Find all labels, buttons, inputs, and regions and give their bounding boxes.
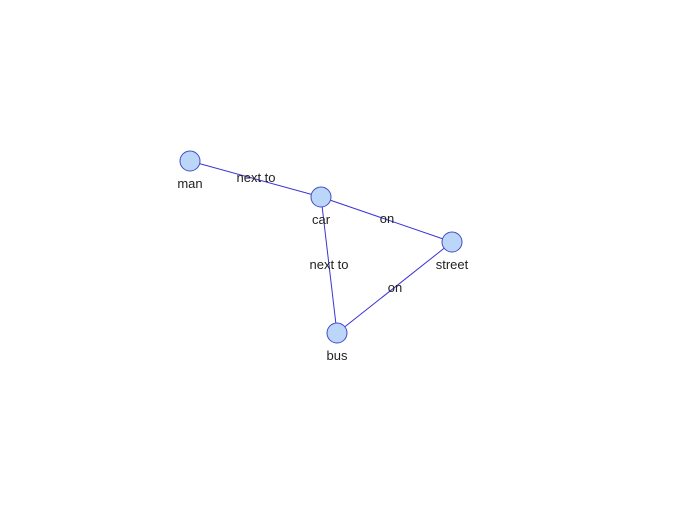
edge-bus-street: [336, 241, 453, 334]
edge-car-street: [320, 196, 453, 243]
edge-man-car: [189, 160, 322, 198]
edge-car-bus: [320, 196, 338, 334]
edge-label-car-bus: next to: [309, 257, 348, 272]
node-labels-layer: man car street bus: [177, 176, 468, 363]
node-label-man: man: [177, 176, 202, 191]
node-label-street: street: [436, 257, 469, 272]
node-label-car: car: [312, 212, 331, 227]
nodes-layer: [179, 150, 463, 344]
node-man: [179, 150, 201, 172]
node-street: [441, 231, 463, 253]
edge-labels-layer: next to on next to on: [236, 170, 402, 295]
edge-label-car-street: on: [380, 211, 394, 226]
edges-layer: [189, 160, 453, 334]
node-car: [310, 186, 332, 208]
node-label-bus: bus: [327, 348, 348, 363]
node-bus: [326, 322, 348, 344]
edge-label-bus-street: on: [388, 280, 402, 295]
edge-label-man-car: next to: [236, 170, 275, 185]
